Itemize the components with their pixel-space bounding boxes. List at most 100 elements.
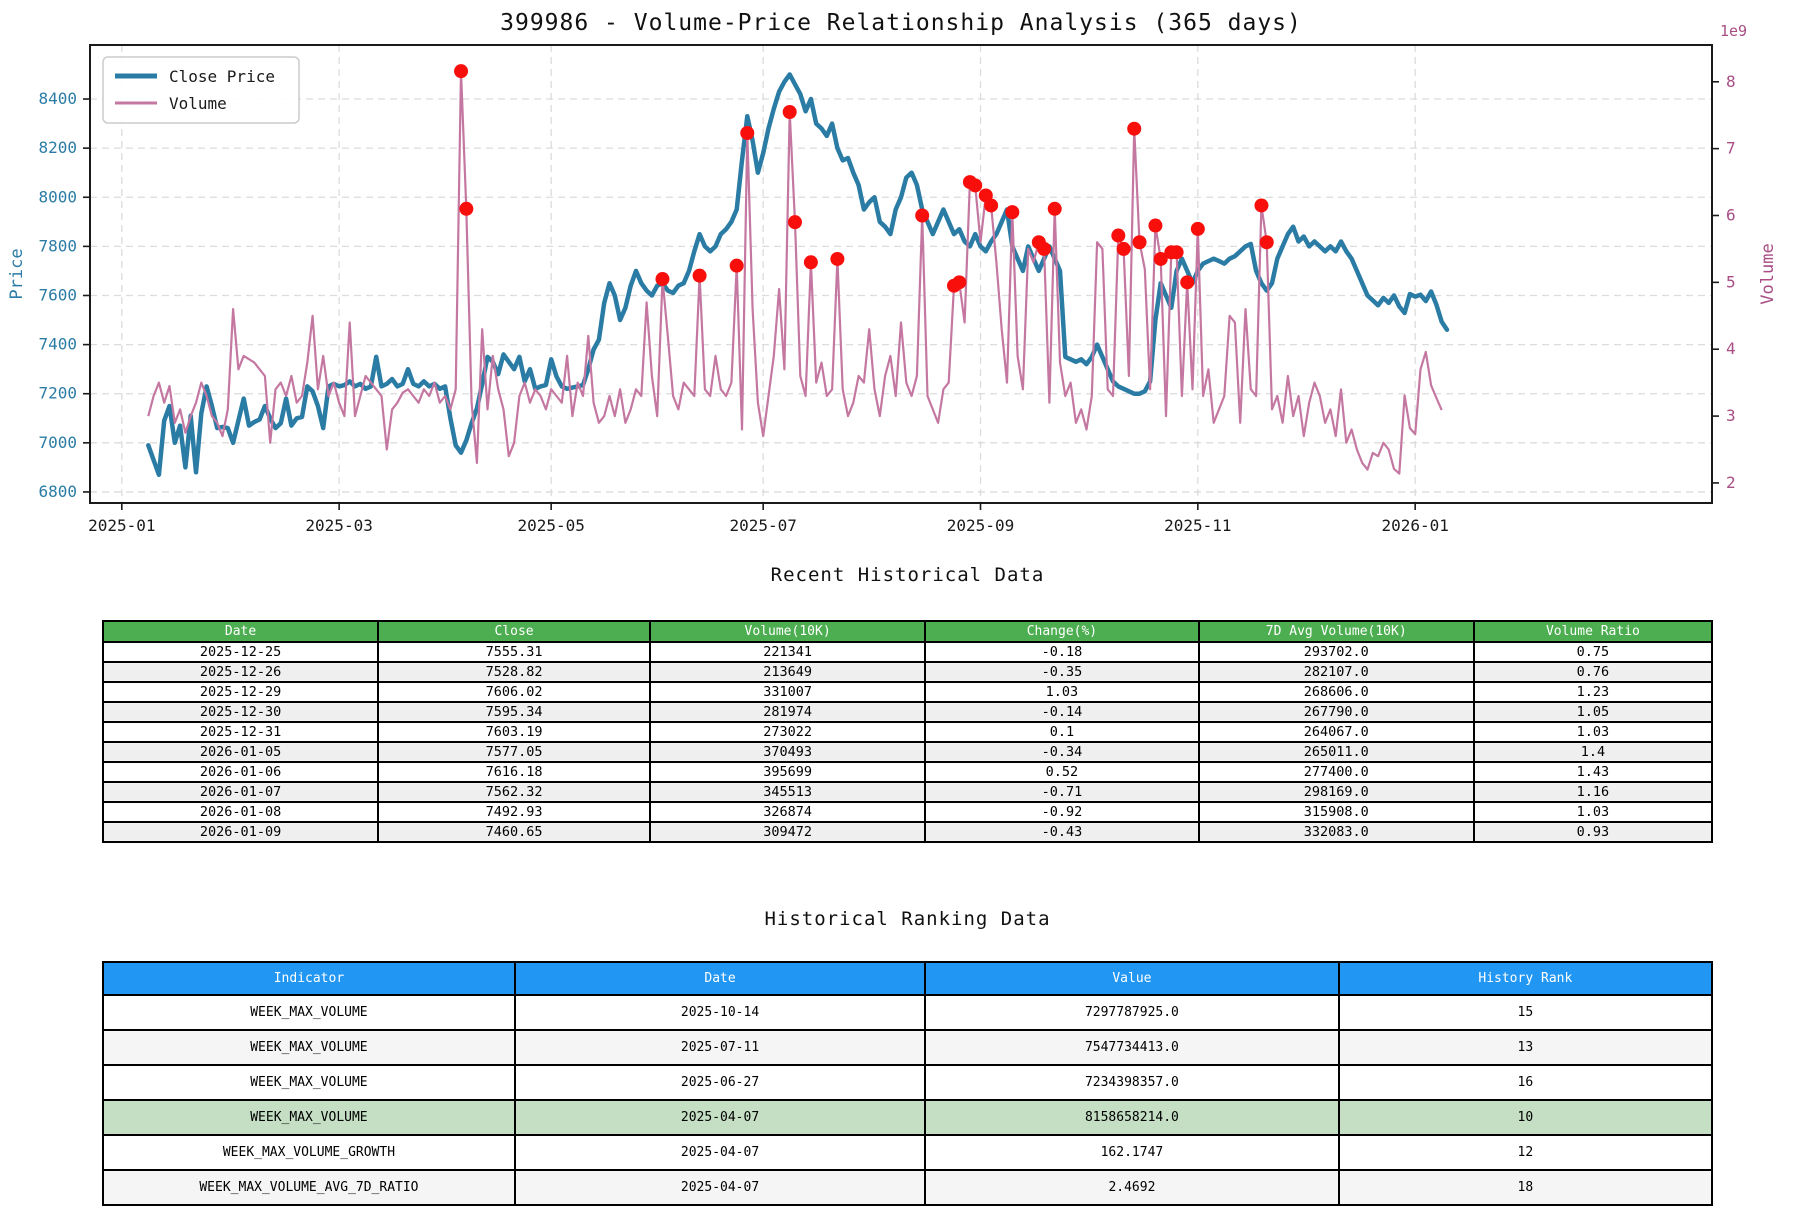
table-cell: -0.71 [924,781,1200,803]
ranking-data-title: Historical Ranking Data [764,908,1051,930]
table-cell: 331007 [649,681,927,703]
x-tick-label: 2025-01 [88,516,155,535]
table-cell: 221341 [649,641,927,663]
table-cell: 268606.0 [1197,681,1475,703]
right-axis-title: Volume [1758,243,1778,304]
table-row: 2025-12-31 7603.19 273022 0.1 264067.0 1.03 [101,721,1714,743]
volume-peak-dot [1037,241,1052,256]
table-cell: 2025-12-29 [101,681,380,703]
table-row: WEEK_MAX_VOLUME_GROWTH 2025-04-07 162.1747… [102,1134,1714,1171]
table-cell: 2026-01-08 [101,801,380,823]
left-tick-label: 7200 [38,384,77,403]
table-cell: 2025-12-30 [101,701,380,723]
table-cell: 0.93 [1472,821,1714,843]
table-cell: 1.03 [924,681,1200,703]
volume-peak-dot [915,208,930,223]
table-cell: 2026-01-07 [101,781,380,803]
x-tick-label: 2025-05 [517,516,584,535]
close-price-line [146,72,1450,478]
table-cell: -0.35 [924,661,1200,683]
table-cell: 1.16 [1472,781,1714,803]
recent-data-title: Recent Historical Data [770,564,1045,586]
volume-peak-dot [692,268,707,283]
legend-close-label: Close Price [169,67,275,86]
table-row: WEEK_MAX_VOLUME 2025-04-07 8158658214.0 10 [102,1099,1714,1136]
table-cell: WEEK_MAX_VOLUME [102,1029,516,1066]
x-tick-label: 2025-11 [1164,516,1231,535]
table-cell: 15 [1337,994,1714,1031]
table-cell: 1.03 [1472,801,1714,823]
table-cell: 0.1 [924,721,1200,743]
volume-peak-dot [1259,235,1274,250]
right-axis-offset: 1e9 [1720,22,1747,40]
table-cell: 2025-07-11 [513,1029,927,1066]
volume-peak-dot [782,104,797,119]
volume-peak-dot [1047,201,1062,216]
volume-peak-dot [1153,251,1168,266]
table-cell: 309472 [649,821,927,843]
table-cell: 7555.31 [377,641,652,663]
data-table: Date Close Volume(10K) Change(%) 7D Avg Volu… [101,620,1714,843]
left-tick-label: 6800 [38,482,77,501]
table-cell: 13 [1337,1029,1714,1066]
table-cell: 2025-12-25 [101,641,380,663]
table-cell: 12 [1337,1134,1714,1171]
volume-peak-dot [655,272,670,287]
table-row: 2026-01-08 7492.93 326874 -0.92 315908.0 1.03 [101,801,1714,823]
volume-peak-dot [787,215,802,230]
price-volume-chart: 6800 7000 7200 7400 7600 7800 8000 8200 8400 2 3 4 5… [7,22,1778,535]
left-tick-label: 7800 [38,236,77,255]
left-tick-label: 8200 [38,138,77,157]
table-cell: 7460.65 [377,821,652,843]
table-cell: 7234398357.0 [924,1064,1340,1101]
table-cell: 0.75 [1472,641,1714,663]
volume-peak-dot [830,251,845,266]
table-cell: 2025-12-31 [101,721,380,743]
right-tick-label: 6 [1726,205,1736,224]
table-cell: WEEK_MAX_VOLUME [102,1099,516,1136]
table-cell: 326874 [649,801,927,823]
volume-peak-dot [1190,221,1205,236]
table-cell: 264067.0 [1197,721,1475,743]
column-header: Indicator [102,961,516,996]
table-cell: WEEK_MAX_VOLUME_AVG_7D_RATIO [102,1169,516,1206]
volume-peak-dot [1254,198,1269,213]
table-cell: WEEK_MAX_VOLUME [102,1064,516,1101]
right-tick-label: 3 [1726,406,1736,425]
table-cell: 2025-06-27 [513,1064,927,1101]
table-cell: 2026-01-06 [101,761,380,783]
left-tick-label: 8400 [38,89,77,108]
table-row: 2025-12-30 7595.34 281974 -0.14 267790.0 1.05 [101,701,1714,723]
table-row: 2026-01-07 7562.32 345513 -0.71 298169.0 1.16 [101,781,1714,803]
table-cell: 282107.0 [1197,661,1475,683]
table-row: WEEK_MAX_VOLUME 2025-07-11 7547734413.0 13 [102,1029,1714,1066]
table-cell: 2025-04-07 [513,1169,927,1206]
table-row: WEEK_MAX_VOLUME 2025-10-14 7297787925.0 15 [102,994,1714,1031]
left-tick-label: 7400 [38,335,77,354]
volume-peak-dot [1180,275,1195,290]
table-cell: -0.34 [924,741,1200,763]
table-cell: WEEK_MAX_VOLUME_GROWTH [102,1134,516,1171]
table-cell: 370493 [649,741,927,763]
table-cell: 277400.0 [1197,761,1475,783]
table-row: WEEK_MAX_VOLUME_AVG_7D_RATIO 2025-04-07 2.… [102,1169,1714,1206]
volume-peak-dot [952,275,967,290]
table-cell: 10 [1337,1099,1714,1136]
header-row: Date Close Volume(10K) Change(%) 7D Avg Volu… [101,620,1714,643]
volume-peak-dot [459,201,474,216]
table-cell: 2025-10-14 [513,994,927,1031]
right-tick-label: 4 [1726,339,1736,358]
table-row: WEEK_MAX_VOLUME 2025-06-27 7234398357.0 16 [102,1064,1714,1101]
table-cell: -0.18 [924,641,1200,663]
table-row: 2025-12-29 7606.02 331007 1.03 268606.0 1.23 [101,681,1714,703]
chart-title: 399986 - Volume-Price Relationship Analy… [500,10,1302,36]
right-tick-label: 8 [1726,72,1736,91]
table-cell: -0.92 [924,801,1200,823]
column-header: Close [377,620,652,643]
volume-peak-dot [1111,228,1126,243]
ranking-data-table: Indicator Date Value History Rank WEEK_MAX_V… [102,961,1714,1206]
table-cell: 7492.93 [377,801,652,823]
table-cell: 1.4 [1472,741,1714,763]
table-cell: 2025-04-07 [513,1099,927,1136]
column-header: Volume Ratio [1472,620,1714,643]
